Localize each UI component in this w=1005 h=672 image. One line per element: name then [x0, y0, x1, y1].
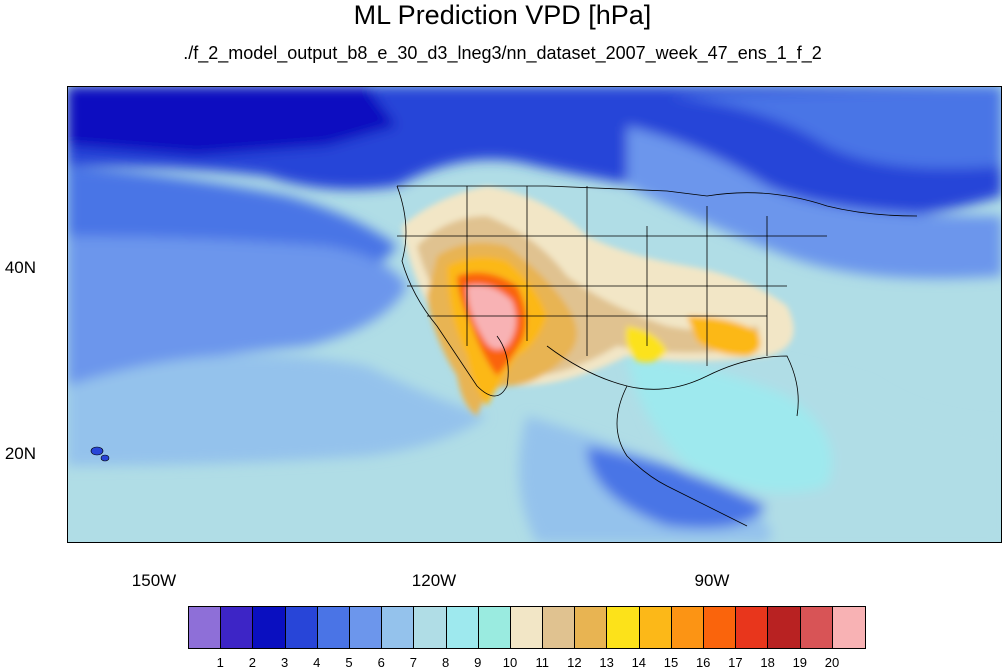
colorbar-tick-label: 2: [248, 655, 256, 670]
colorbar-swatch: [639, 607, 672, 648]
colorbar-tick-label: 14: [631, 655, 647, 670]
colorbar-tick-label: 13: [599, 655, 614, 670]
colorbar: [188, 606, 866, 649]
colorbar-swatch: [414, 607, 447, 648]
lon-label-120w: 120W: [411, 571, 457, 590]
colorbar-tick-label: 19: [792, 655, 808, 670]
colorbar-tick-label: 16: [695, 655, 711, 670]
colorbar-tick-label: 8: [441, 655, 450, 670]
colorbar-swatch: [349, 607, 383, 648]
colorbar-swatch: [768, 607, 801, 648]
lat-label-20n: 20N: [4, 444, 36, 463]
colorbar-swatch: [317, 607, 350, 648]
colorbar-swatch: [446, 607, 479, 648]
colorbar-swatch: [671, 607, 704, 648]
colorbar-tick-label: 15: [663, 655, 679, 670]
colorbar-tick-label: 9: [474, 655, 482, 670]
colorbar-tick-label: 17: [728, 655, 743, 670]
colorbar-tick-label: 4: [313, 655, 321, 670]
vpd-map: [67, 86, 1002, 543]
colorbar-swatch: [704, 607, 737, 648]
colorbar-tick-label: 3: [280, 655, 289, 670]
colorbar-tick-label: 18: [760, 655, 775, 670]
map-title: ML Prediction VPD [hPa]: [353, 0, 652, 30]
colorbar-swatch: [221, 607, 254, 648]
colorbar-swatch: [832, 607, 865, 648]
colorbar-swatch: [478, 607, 511, 648]
colorbar-tick-label: 5: [345, 655, 353, 670]
colorbar-swatch: [189, 607, 222, 648]
lat-label-40n: 40N: [4, 258, 36, 277]
colorbar-swatch: [510, 607, 544, 648]
colorbar-swatch: [736, 607, 769, 648]
colorbar-tick-label: 6: [377, 655, 385, 670]
colorbar-swatch: [285, 607, 318, 648]
map-subtitle: ./f_2_model_output_b8_e_30_d3_lneg3/nn_d…: [183, 43, 822, 63]
colorbar-swatch: [253, 607, 286, 648]
lon-label-150w: 150W: [131, 571, 177, 590]
colorbar-swatch: [543, 607, 576, 648]
colorbar-tick-label: 20: [824, 655, 840, 670]
colorbar-tick-label: 7: [409, 655, 417, 670]
colorbar-tick-label: 11: [535, 655, 549, 670]
colorbar-tick-label: 1: [216, 655, 224, 670]
colorbar-swatch: [800, 607, 833, 648]
colorbar-tick-label: 12: [567, 655, 582, 670]
colorbar-swatch: [382, 607, 415, 648]
colorbar-swatch: [575, 607, 608, 648]
lon-label-90w: 90W: [694, 571, 730, 590]
colorbar-swatch: [607, 607, 640, 648]
colorbar-tick-label: 10: [502, 655, 518, 670]
